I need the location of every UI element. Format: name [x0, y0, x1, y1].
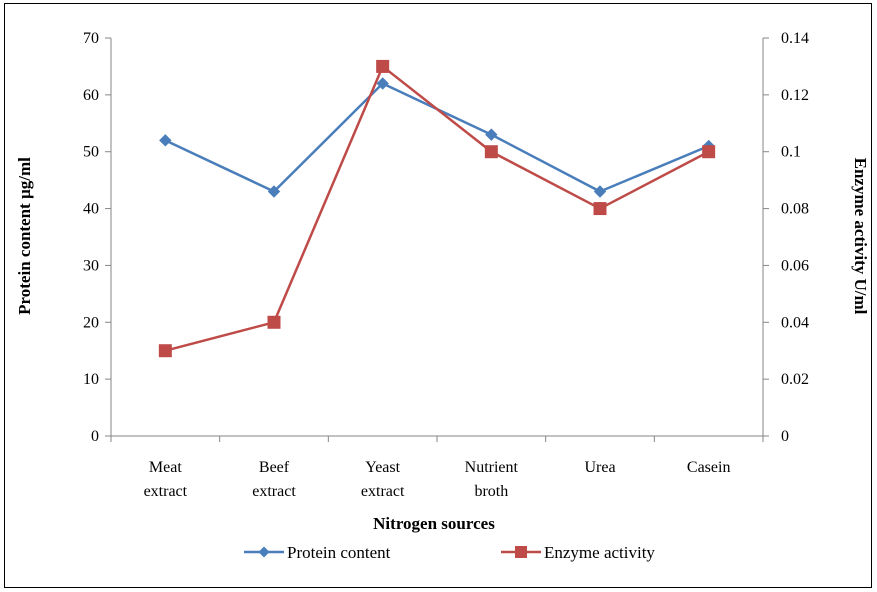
y2-tick-label: 0.1	[781, 144, 801, 161]
y-axis-title: Protein content µg/ml	[15, 157, 34, 315]
series-line	[165, 65, 710, 352]
y2-tick-label: 0.08	[781, 201, 809, 218]
y-tick-label: 50	[83, 144, 99, 161]
y-tick-label: 20	[83, 314, 99, 331]
data-point-diamond	[267, 185, 281, 198]
chart-frame	[4, 3, 872, 588]
x-tick-label: Casein	[687, 459, 731, 476]
x-tick-label: Beef extract	[252, 459, 296, 500]
y-tick-label: 0	[91, 428, 99, 445]
data-point-diamond	[376, 77, 389, 90]
legend-marker-diamond	[258, 546, 270, 558]
y2-tick-label: 0.06	[781, 257, 809, 274]
y2-tick-label: 0.02	[781, 371, 809, 388]
series-line	[164, 82, 710, 193]
series-enzyme-activity	[158, 59, 716, 358]
series-layer	[158, 59, 716, 358]
y-tick-label: 30	[83, 257, 99, 274]
x-tick-label: Meat extract	[144, 459, 188, 500]
data-point-square	[593, 202, 607, 216]
x-tick-label: Urea	[584, 459, 615, 476]
data-point-square	[376, 59, 390, 73]
data-point-diamond	[159, 134, 172, 147]
data-point-square	[702, 145, 716, 159]
y-tick-label: 10	[83, 371, 99, 388]
legend-label: Enzyme activity	[544, 543, 655, 562]
data-point-diamond	[593, 185, 607, 198]
y-tick-label: 40	[83, 201, 99, 218]
legend: Protein content Enzyme activity	[244, 543, 655, 562]
x-tick-label: Yeast extract	[361, 459, 405, 500]
y-tick-label: 60	[83, 87, 99, 104]
legend-item: Enzyme activity	[501, 543, 655, 562]
x-axis-title: Nitrogen sources	[373, 514, 495, 533]
y2-axis-title: Enzyme activity U/ml	[851, 158, 870, 315]
axes: 0 10 20 30 40 50 60 70 0 0.02 0.04 0.06 0.08 0.1 0.12 0…	[83, 30, 809, 500]
legend-item: Protein content	[244, 543, 391, 562]
y2-tick-label: 0.12	[781, 87, 809, 104]
data-point-diamond	[485, 128, 498, 141]
legend-marker-square	[515, 546, 527, 558]
series-protein-content	[159, 77, 715, 198]
data-point-square	[484, 145, 498, 159]
y2-tick-label: 0.04	[781, 314, 809, 331]
y2-tick-label: 0.14	[781, 30, 809, 47]
x-tick-label: Nutrient broth	[465, 459, 519, 500]
data-point-square	[267, 315, 281, 329]
y2-tick-label: 0	[781, 428, 789, 445]
y-tick-label: 70	[83, 30, 99, 47]
legend-label: Protein content	[287, 543, 391, 562]
data-point-square	[158, 344, 172, 358]
